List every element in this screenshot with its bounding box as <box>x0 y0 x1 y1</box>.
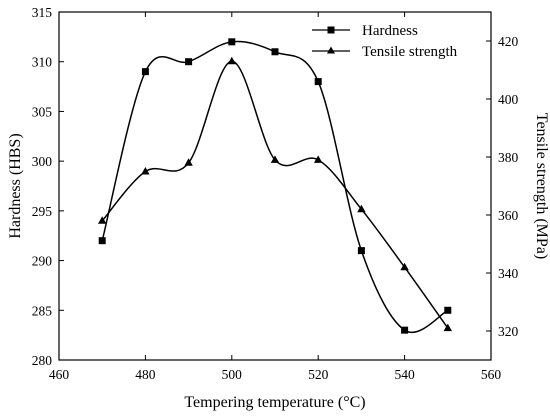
point-hardness <box>141 68 149 76</box>
y-left-tick-label: 290 <box>32 254 53 269</box>
y-left-tick-label: 300 <box>32 154 53 169</box>
plot-frame <box>58 11 492 361</box>
y-left-tick-label: 280 <box>32 353 53 368</box>
legend-label-hardness: Hardness <box>362 23 418 39</box>
legend-marker-hardness <box>327 26 335 34</box>
point-hardness <box>444 306 452 314</box>
point-hardness <box>98 237 106 245</box>
point-hardness <box>271 48 279 56</box>
series-layer <box>98 38 452 334</box>
series-line-tensile-strength <box>101 60 449 329</box>
y-left-tick-label: 315 <box>32 5 53 20</box>
y-left-tick-label: 305 <box>32 104 53 119</box>
y-right-tick-label: 380 <box>498 150 519 165</box>
x-tick-label: 520 <box>308 367 329 382</box>
x-tick-label: 560 <box>481 367 502 382</box>
point-hardness <box>228 38 236 46</box>
x-axis-label: Tempering temperature (°C) <box>184 394 365 411</box>
series-line-hardness <box>101 40 449 334</box>
y-right-tick-label: 320 <box>498 324 519 339</box>
x-tick-label: 500 <box>222 367 243 382</box>
legend-label-tensile: Tensile strength <box>362 44 458 60</box>
point-tensile-strength <box>357 204 366 213</box>
point-tensile-strength <box>314 155 323 163</box>
y-right-tick-label: 400 <box>498 92 519 107</box>
x-tick-label: 540 <box>394 367 415 382</box>
point-tensile-strength <box>141 167 150 175</box>
y-left-tick-label: 310 <box>32 55 53 70</box>
y-left-tick-label: 295 <box>32 204 53 219</box>
point-hardness <box>314 78 322 86</box>
y-right-tick-label: 360 <box>498 208 519 223</box>
point-hardness <box>357 247 365 255</box>
point-tensile-strength <box>270 155 280 163</box>
y-axis-label-right: Tensile strength (MPa) <box>533 113 550 259</box>
point-tensile-strength <box>98 216 107 224</box>
point-hardness <box>401 326 409 334</box>
y-right-tick-label: 420 <box>498 34 519 49</box>
point-hardness <box>185 58 193 66</box>
y-right-tick-label: 340 <box>498 266 519 281</box>
legend: Hardness Tensile strength <box>312 23 458 60</box>
point-tensile-strength <box>400 262 409 271</box>
y-axis-label-left: Hardness (HBS) <box>7 133 24 238</box>
point-tensile-strength <box>443 323 452 332</box>
x-tick-label: 460 <box>49 367 70 382</box>
legend-marker-tensile <box>327 46 335 54</box>
ticks-group: 460 480 500 520 540 560 280 285 290 295 300 305 310 3… <box>32 5 519 382</box>
point-tensile-strength <box>227 56 236 65</box>
x-tick-label: 480 <box>135 367 156 382</box>
point-tensile-strength <box>184 158 193 166</box>
y-left-tick-label: 285 <box>32 303 53 318</box>
